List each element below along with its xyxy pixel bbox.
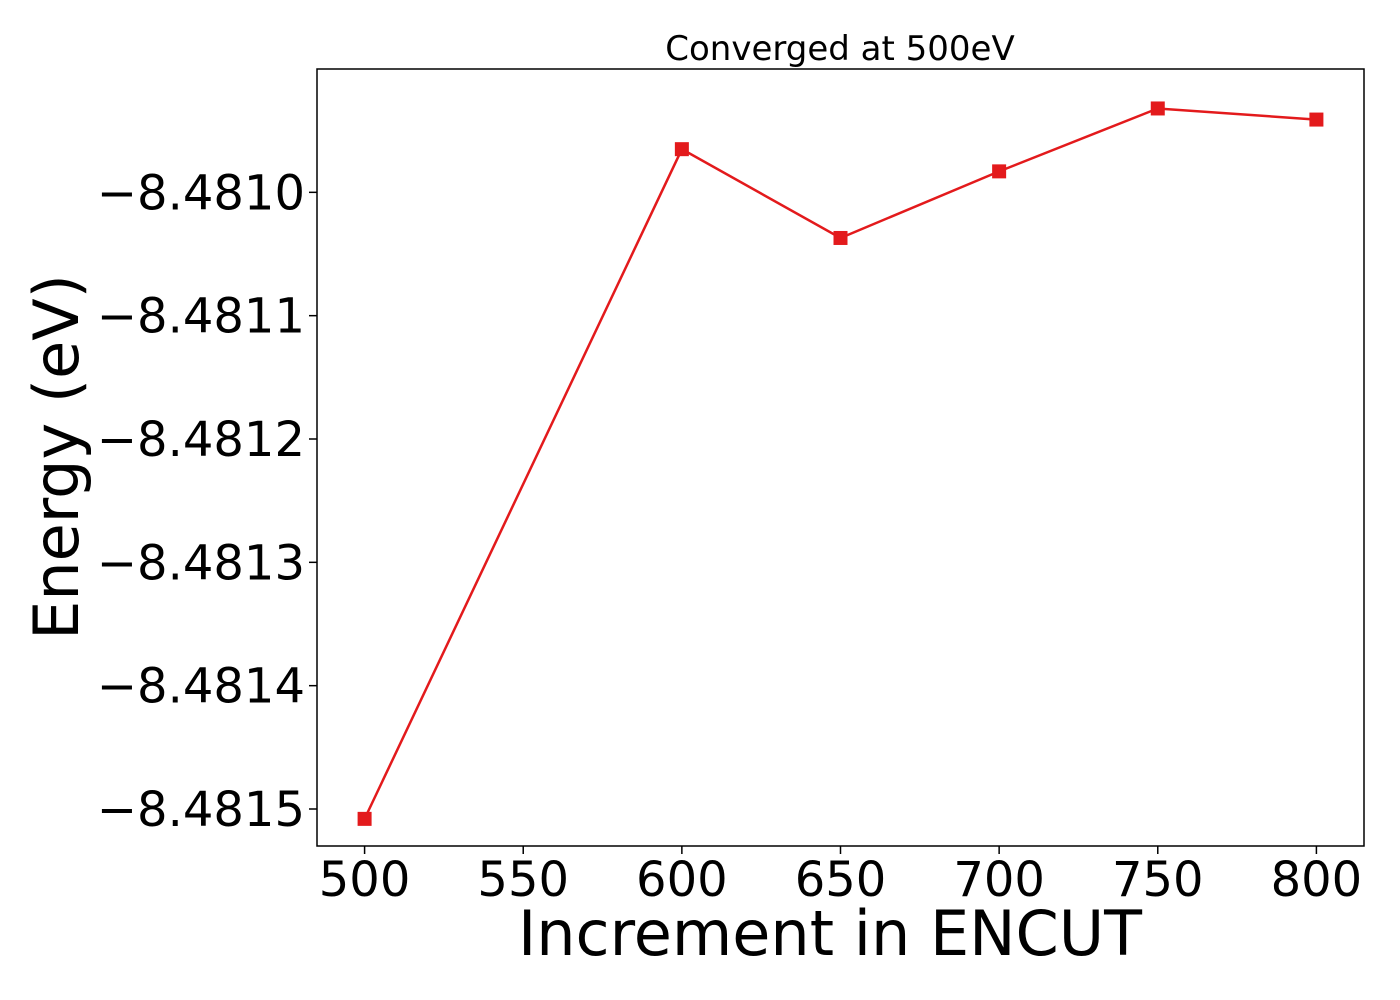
x-tick-label: 800 — [1271, 852, 1363, 908]
data-point-marker — [833, 230, 848, 245]
y-tick-label: −8.4811 — [97, 289, 305, 345]
x-tick-label: 600 — [636, 852, 728, 908]
data-point-marker — [992, 164, 1007, 179]
plot-area — [316, 68, 1365, 847]
series-line — [363, 107, 1317, 820]
series-layer — [357, 101, 1324, 826]
data-point-marker — [1150, 101, 1165, 116]
chart-title: Converged at 500eV — [665, 29, 1014, 69]
x-tick-label: 700 — [953, 852, 1045, 908]
data-point-marker — [1309, 112, 1324, 127]
y-axis-label: Energy (eV) — [20, 274, 93, 640]
y-tick-label: −8.4813 — [97, 535, 305, 591]
data-point-marker — [674, 142, 689, 157]
x-axis-ticks: 500 550 600 650 700 750 800 — [319, 846, 1362, 908]
x-axis-label: Increment in ENCUT — [518, 897, 1143, 970]
x-tick-label: 750 — [1112, 852, 1204, 908]
x-tick-label: 650 — [795, 852, 887, 908]
plot-frame — [316, 68, 1365, 847]
y-tick-label: −8.4810 — [97, 165, 305, 221]
data-point-marker — [357, 811, 372, 826]
x-tick-label: 500 — [319, 852, 411, 908]
y-tick-label: −8.4814 — [97, 659, 305, 715]
y-tick-label: −8.4812 — [97, 412, 305, 468]
y-axis-ticks: −8.4810 −8.4811 −8.4812 −8.4813 −8.4814 −8.48… — [97, 165, 317, 838]
x-tick-label: 550 — [477, 852, 569, 908]
y-tick-label: −8.4815 — [97, 782, 305, 838]
